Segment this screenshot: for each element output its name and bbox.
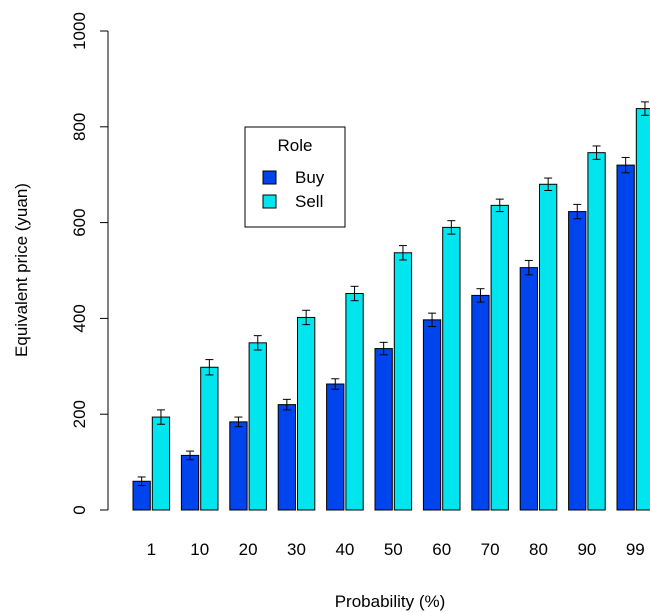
y-tick-label: 600 [70,208,89,236]
bar-buy [277,404,297,511]
x-tick-label: 20 [239,540,258,559]
x-tick-label: 40 [335,540,354,559]
bar-sell [200,366,219,511]
bar-buy [519,267,539,511]
x-axis-label: Probability (%) [335,592,446,611]
x-tick-label: 99 [626,540,645,559]
y-tick-label: 400 [70,304,89,332]
bar-sell [587,152,606,511]
bar-buy [229,421,248,511]
bar-sell [248,342,267,511]
y-tick-label: 200 [70,400,89,428]
bar-buy [616,164,635,511]
legend-label-buy: Buy [295,168,325,187]
bar-sell [539,183,558,511]
legend-label-sell: Sell [295,192,323,211]
x-tick-label: 70 [481,540,500,559]
x-tick-label: 30 [287,540,306,559]
legend-box [244,126,346,228]
y-tick-label: 0 [70,505,89,514]
bar-buy [568,211,587,511]
x-tick-label: 10 [190,540,209,559]
bar-sell [345,292,364,511]
bar-buy [326,383,345,511]
bars [132,108,650,511]
legend-swatch-buy [262,170,277,185]
legend: Role Buy Sell [244,126,346,228]
y-tick-label: 800 [70,113,89,141]
bar-sell [297,316,316,511]
y-axis: 0 200 400 600 800 1000 [70,12,109,515]
bar-buy [471,294,490,511]
y-axis-label: Equivalent price (yuan) [12,183,31,357]
bar-sell [151,416,171,511]
x-tick-labels: 1 10 20 30 40 50 60 70 80 90 99 [147,540,645,559]
bar-sell [442,226,461,511]
x-tick-label: 50 [384,540,403,559]
x-tick-label: 60 [432,540,451,559]
x-tick-label: 90 [577,540,596,559]
x-tick-label: 80 [529,540,548,559]
bar-buy [374,348,393,511]
bar-sell [490,204,509,511]
bar-sell [635,108,650,511]
bar-buy [422,319,442,511]
bar-buy [180,454,200,511]
error-bars [137,101,649,487]
x-tick-label: 1 [147,540,156,559]
bar-sell [393,252,413,511]
y-tick-label: 1000 [70,12,89,50]
legend-title: Role [278,136,313,155]
legend-swatch-sell [262,194,277,209]
